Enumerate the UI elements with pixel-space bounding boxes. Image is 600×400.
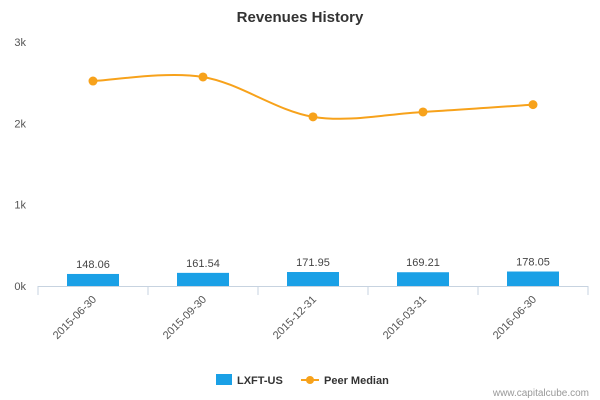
bar-value-label: 171.95 <box>296 257 330 269</box>
x-axis: 2015-06-30 2015-09-30 2015-12-31 2016-03-31… <box>38 286 588 342</box>
revenues-chart: Revenues History 0k1k2k3k 2015-06-30 2015… <box>0 0 600 400</box>
legend-label-peer-median: Peer Median <box>324 375 389 387</box>
bar-value-label: 148.06 <box>76 259 110 271</box>
bar-value-label: 178.05 <box>516 257 550 269</box>
y-tick-label: 0k <box>14 281 26 293</box>
line-point <box>529 100 538 109</box>
line-point <box>419 107 428 116</box>
x-tick-label: 2015-06-30 <box>51 294 99 342</box>
line-point <box>309 112 318 121</box>
y-tick-label: 2k <box>14 118 26 130</box>
x-tick-label: 2015-12-31 <box>271 294 319 342</box>
bar <box>287 272 339 286</box>
bar-value-labels: 148.06 161.54 171.95 169.21 178.05 <box>76 257 550 271</box>
line-point <box>89 77 98 86</box>
x-tick-label: 2016-03-31 <box>381 294 429 342</box>
bar <box>177 273 229 286</box>
legend-marker-peer-median <box>306 376 314 384</box>
chart-title: Revenues History <box>237 9 364 26</box>
legend-label-lxft: LXFT-US <box>237 375 283 387</box>
legend-swatch-lxft <box>216 374 232 385</box>
y-axis: 0k 1k 2k 3k <box>14 37 26 293</box>
bar <box>397 272 449 286</box>
x-tick-label: 2015-09-30 <box>161 294 209 342</box>
bar <box>67 274 119 286</box>
bar-series <box>67 272 559 286</box>
y-tick-label: 3k <box>14 37 26 49</box>
credit-text: www.capitalcube.com <box>492 388 589 399</box>
peer-median-line <box>93 75 533 119</box>
bar-value-label: 169.21 <box>406 257 440 269</box>
legend: LXFT-US Peer Median <box>216 374 389 387</box>
bar <box>507 272 559 286</box>
bar-value-label: 161.54 <box>186 258 220 270</box>
line-point <box>199 72 208 81</box>
x-tick-label: 2016-06-30 <box>491 294 539 342</box>
peer-median-points <box>89 72 538 121</box>
y-tick-label: 1k <box>14 200 26 212</box>
